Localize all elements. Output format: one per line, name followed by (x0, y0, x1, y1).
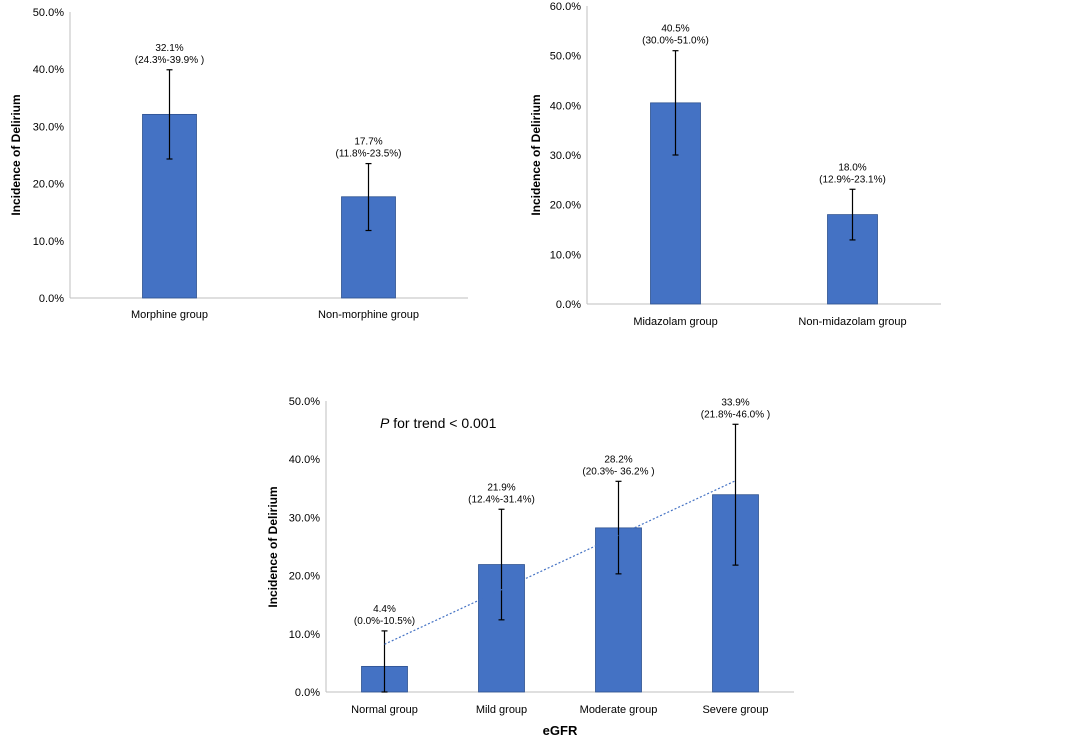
data-label-value: 4.4% (373, 604, 396, 615)
category-label: Mild group (476, 704, 527, 716)
category-label: Non-morphine group (318, 309, 419, 321)
y-tick-label: 10.0% (33, 236, 64, 248)
y-tick-label: 10.0% (289, 629, 320, 641)
x-axis-label: eGFR (543, 723, 578, 738)
data-label-value: 40.5% (661, 24, 689, 35)
y-tick-label: 20.0% (33, 179, 64, 191)
data-label-ci: (12.9%-23.1%) (819, 174, 886, 185)
data-label-ci: (20.3%- 36.2% ) (582, 466, 654, 477)
chart-2: 0.0% 10.0% 20.0% 30.0% 40.0% 50.0% 60.0% Incide… (529, 1, 941, 328)
y-axis-label: Incidence of Delirium (266, 486, 280, 607)
chart-1: 0.0% 10.0% 20.0% 30.0% 40.0% 50.0% Incidence o… (9, 7, 468, 321)
bar (341, 196, 396, 299)
y-tick-label: 60.0% (550, 1, 581, 13)
data-label-value: 33.9% (721, 397, 749, 408)
y-tick-label: 20.0% (289, 571, 320, 583)
category-label: Non-midazolam group (798, 316, 906, 328)
category-label: Moderate group (580, 704, 658, 716)
category-label: Normal group (351, 704, 418, 716)
y-tick-label: 40.0% (289, 454, 320, 466)
category-label: Severe group (702, 704, 768, 716)
trend-annotation-text: for trend < 0.001 (389, 415, 496, 431)
trend-annotation-p: P (380, 415, 390, 431)
y-tick-label: 50.0% (33, 7, 64, 19)
y-axis-label: Incidence of Delirium (529, 94, 543, 215)
y-tick-label: 40.0% (550, 100, 581, 112)
chart-3: 0.0% 10.0% 20.0% 30.0% 40.0% 50.0% Incidence o… (266, 396, 794, 738)
category-label: Midazolam group (633, 316, 717, 328)
data-label-ci: (11.8%-23.5%) (336, 149, 402, 160)
y-tick-label: 0.0% (295, 687, 320, 699)
y-tick-label: 30.0% (550, 150, 581, 162)
data-label-value: 21.9% (487, 482, 515, 493)
y-axis-label: Incidence of Delirium (9, 94, 23, 215)
data-label-value: 17.7% (354, 137, 382, 148)
y-tick-label: 30.0% (289, 512, 320, 524)
y-tick-label: 50.0% (289, 396, 320, 408)
data-label-ci: (0.0%-10.5%) (354, 616, 415, 627)
data-label-value: 18.0% (838, 162, 866, 173)
bar (650, 102, 701, 305)
y-tick-label: 40.0% (33, 64, 64, 76)
y-tick-label: 0.0% (39, 293, 64, 305)
data-label-value: 32.1% (155, 43, 183, 54)
y-tick-label: 50.0% (550, 51, 581, 63)
data-label-value: 28.2% (604, 454, 632, 465)
y-tick-label: 20.0% (550, 200, 581, 212)
category-label: Morphine group (131, 309, 208, 321)
trend-annotation: P for trend < 0.001 (380, 415, 497, 431)
data-label-ci: (24.3%-39.9% ) (135, 55, 204, 66)
y-tick-label: 10.0% (550, 249, 581, 261)
data-label-ci: (21.8%-46.0% ) (701, 409, 770, 420)
y-tick-label: 30.0% (33, 121, 64, 133)
trend-line (384, 480, 736, 645)
y-tick-label: 0.0% (556, 299, 581, 311)
data-label-ci: (12.4%-31.4%) (468, 494, 535, 505)
data-label-ci: (30.0%-51.0%) (642, 36, 709, 47)
